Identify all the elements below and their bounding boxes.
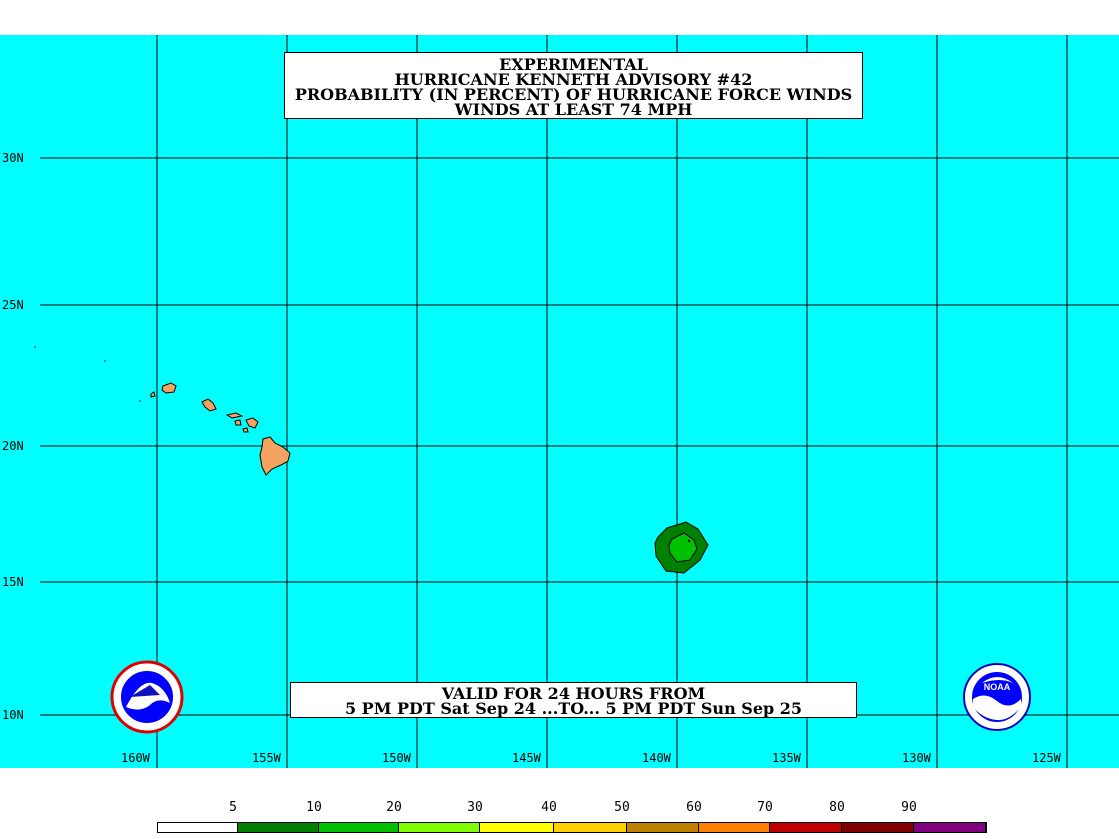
legend-swatch: [399, 823, 480, 832]
lon-label: 135W: [772, 751, 801, 765]
storm-center-dot: [687, 539, 691, 543]
legend-color-bar: [157, 822, 987, 833]
title-line: PROBABILITY (IN PERCENT) OF HURRICANE FO…: [294, 85, 853, 104]
legend-swatch: [627, 823, 699, 832]
probability-contour-20: [668, 532, 698, 563]
title-box: EXPERIMENTAL HURRICANE KENNETH ADVISORY …: [284, 52, 863, 119]
legend-swatch: [158, 823, 238, 832]
legend-label: 40: [541, 800, 557, 815]
noaa-logo-icon: NOAA: [963, 663, 1031, 731]
lon-label: 125W: [1032, 751, 1061, 765]
legend-label: 50: [614, 800, 630, 815]
valid-line: 5 PM PDT Sat Sep 24 ...TO... 5 PM PDT Su…: [344, 699, 803, 718]
island-dot: [139, 400, 141, 402]
lat-label: 15N: [2, 575, 24, 589]
legend-swatch: [914, 823, 986, 832]
island-dot: [104, 360, 106, 362]
kahoolawe-island: [242, 427, 249, 433]
title-line: EXPERIMENTAL: [499, 55, 648, 74]
title-line: WINDS AT LEAST 74 MPH: [454, 100, 693, 119]
lanai-island: [234, 419, 242, 426]
legend-swatch: [554, 823, 627, 832]
niihau-island: [150, 391, 156, 398]
legend-swatch: [842, 823, 914, 832]
probability-map: NOAA EXPERIMENTAL HURRICANE KENNETH ADVI…: [0, 35, 1119, 768]
lon-label: 130W: [902, 751, 931, 765]
valid-line: VALID FOR 24 HOURS FROM: [441, 684, 706, 703]
noaa-logo-text: NOAA: [984, 682, 1011, 692]
legend-label: 60: [686, 800, 702, 815]
legend-swatch: [238, 823, 319, 832]
lon-label: 150W: [382, 751, 411, 765]
legend-labels: 5 10 20 30 40 50 60 70 80 90: [0, 800, 1119, 816]
grid-lines: [40, 35, 1119, 768]
map-graphics: NOAA: [34, 35, 1119, 768]
title-line: HURRICANE KENNETH ADVISORY #42: [394, 70, 753, 89]
lon-label: 155W: [252, 751, 281, 765]
valid-period-box: VALID FOR 24 HOURS FROM 5 PM PDT Sat Sep…: [290, 682, 857, 718]
oahu-island: [201, 398, 217, 412]
lat-label: 30N: [2, 151, 24, 165]
legend-label: 30: [467, 800, 483, 815]
maui-island: [245, 417, 259, 429]
legend-label: 90: [901, 800, 917, 815]
big-island: [259, 436, 291, 476]
legend-swatch: [319, 823, 399, 832]
lon-label: 140W: [642, 751, 671, 765]
island-dot: [34, 346, 36, 348]
legend-swatch: [699, 823, 770, 832]
legend-label: 80: [829, 800, 845, 815]
nws-logo-icon: [110, 660, 184, 734]
lon-label: 145W: [512, 751, 541, 765]
legend-label: 70: [757, 800, 773, 815]
kauai-island: [161, 382, 177, 394]
legend-label: 5: [229, 800, 237, 815]
lat-label: 25N: [2, 298, 24, 312]
legend-swatch: [480, 823, 554, 832]
lat-label: 20N: [2, 439, 24, 453]
legend-label: 20: [386, 800, 402, 815]
legend-label: 10: [306, 800, 322, 815]
hawaiian-islands: [150, 382, 291, 476]
lat-label: 10N: [2, 708, 24, 722]
legend-swatch: [770, 823, 842, 832]
molokai-island: [225, 412, 244, 419]
lon-label: 160W: [121, 751, 150, 765]
